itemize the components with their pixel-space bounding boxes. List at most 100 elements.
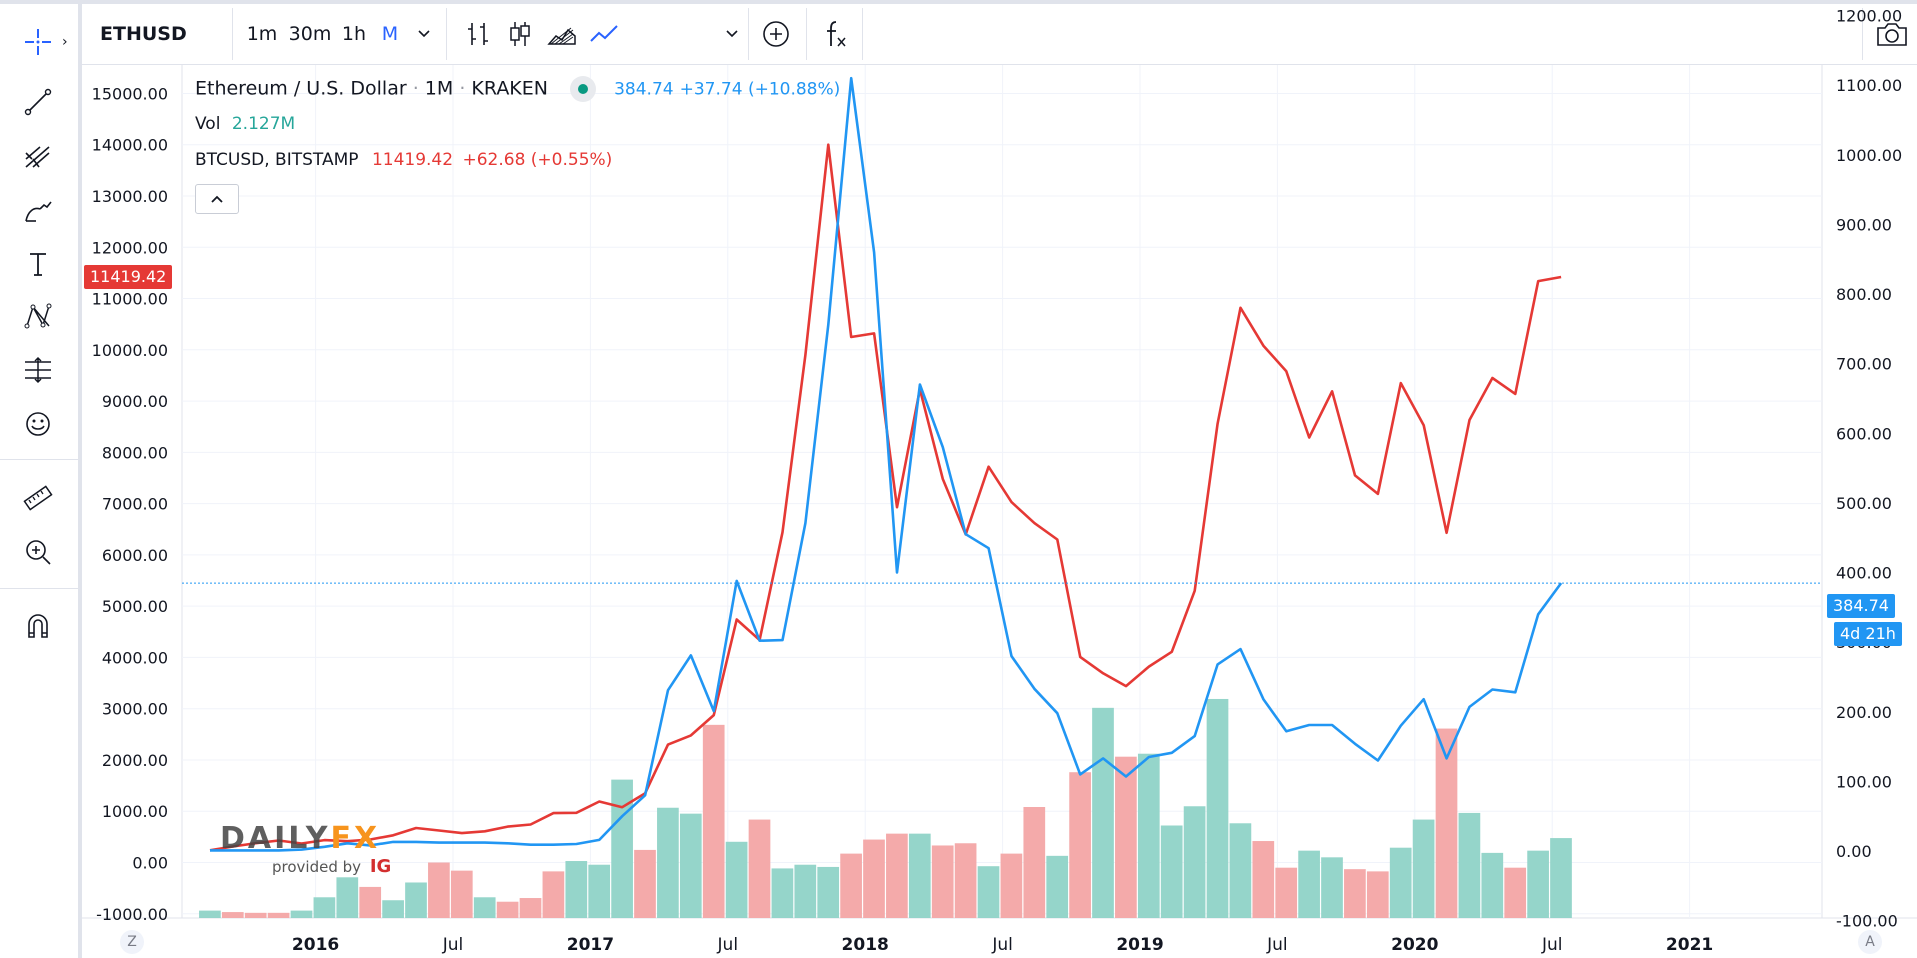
volume-bar [1389, 847, 1412, 918]
pitchfork-icon[interactable] [18, 136, 58, 176]
left-axis-tick-label: 13000.00 [92, 187, 168, 206]
right-axis-tick-label: 0.00 [1836, 842, 1872, 861]
volume-bar [634, 849, 656, 918]
series-lines [182, 76, 1822, 852]
compare-series-symbol: BTCUSD, BITSTAMP [195, 150, 359, 170]
volume-bar [1115, 756, 1137, 918]
volume-bar [954, 843, 977, 918]
emoji-icon[interactable] [18, 404, 58, 444]
left-axis-tick-label: 15000.00 [92, 84, 168, 103]
right-axis-tick-label: 200.00 [1836, 703, 1892, 722]
volume-bar [588, 864, 611, 918]
interval-30m-button[interactable]: 30m [288, 23, 332, 45]
volume-bar [496, 901, 519, 918]
toolbar-separator [748, 8, 749, 60]
camera-icon[interactable] [1870, 4, 1914, 64]
dailyfx-logo: DAILYFX provided by IG [220, 821, 392, 878]
left-axis-tick-label: 12000.00 [92, 238, 168, 257]
left-axis-tick-label: -1000.00 [96, 905, 168, 924]
toolbar-separator [806, 8, 807, 60]
legend-collapse-button[interactable] [195, 184, 239, 214]
compare-series-legend[interactable]: BTCUSD, BITSTAMP 11419.42 +62.68 (+0.55%… [195, 150, 612, 170]
chart-style-dropdown-chevron-icon[interactable] [720, 4, 744, 64]
expand-chevron-icon[interactable]: › [62, 34, 68, 50]
market-status-icon[interactable] [570, 76, 597, 102]
volume-bar [267, 912, 290, 918]
interval-dropdown-chevron-icon[interactable] [412, 4, 436, 64]
volume-bar [1092, 707, 1114, 918]
line-style-icon[interactable] [584, 4, 624, 64]
brush-icon[interactable] [18, 190, 58, 230]
right-axis-tick-label: 100.00 [1836, 772, 1892, 791]
left-axis-tick-label: 9000.00 [102, 392, 168, 411]
time-axis-tick-label: 2018 [842, 935, 889, 955]
ruler-icon[interactable] [18, 478, 58, 518]
right-axis-tick-label: -100.00 [1836, 912, 1898, 931]
compare-add-icon[interactable] [756, 4, 796, 64]
right-axis-tick-label: 600.00 [1836, 424, 1892, 443]
magnet-icon[interactable] [18, 606, 58, 646]
volume-bar [1458, 812, 1481, 918]
btc-price-badge: 11419.42 [84, 265, 173, 289]
zoom-in-icon[interactable] [18, 532, 58, 572]
right-axis-tick-label: 1000.00 [1836, 146, 1902, 165]
left-axis-tick-label: 0.00 [132, 854, 168, 873]
text-tool-icon[interactable] [18, 244, 58, 284]
crosshair-icon[interactable] [18, 22, 58, 62]
left-axis-tick-label: 3000.00 [102, 700, 168, 719]
volume-bar [244, 912, 267, 918]
area-style-icon[interactable] [542, 4, 582, 64]
volume-label: Vol [195, 114, 221, 134]
interval-1m-button[interactable]: 1m [246, 23, 278, 45]
volume-bar [1481, 852, 1504, 918]
interval-month-button[interactable]: M [381, 23, 399, 45]
compare-series-price: 11419.42 [371, 150, 454, 170]
volume-value: 2.127M [231, 114, 296, 134]
main-series-change: +37.74 (+10.88%) [679, 79, 841, 100]
volume-bar [336, 877, 359, 918]
volume-bar [1366, 871, 1389, 918]
bars-style-icon[interactable] [458, 4, 498, 64]
left-axis-tick-label: 5000.00 [102, 597, 168, 616]
volume-bar [1160, 825, 1183, 918]
volume-legend[interactable]: Vol 2.127M [195, 114, 295, 134]
volume-bar [1137, 753, 1160, 918]
volume-bar [817, 866, 840, 918]
time-axis-tick-label: Jul [1541, 935, 1563, 955]
volume-bars [199, 698, 1572, 918]
volume-bar [1252, 841, 1275, 918]
volume-bar [1412, 819, 1435, 918]
chart-grid [82, 65, 1917, 919]
volume-bar [519, 898, 542, 918]
volume-bar [1183, 806, 1206, 918]
drawing-toolbar: › [0, 4, 79, 958]
volume-bar [657, 807, 679, 918]
reset-scale-button[interactable]: Z [120, 930, 144, 954]
indicators-fx-icon[interactable] [816, 4, 856, 64]
candles-style-icon[interactable] [500, 4, 540, 64]
volume-bar [1023, 807, 1046, 918]
volume-bar [1550, 838, 1572, 918]
main-series-interval: 1M [424, 77, 454, 100]
time-axis-tick-label: 2020 [1391, 935, 1438, 955]
trend-line-icon[interactable] [18, 82, 58, 122]
volume-bar [382, 900, 404, 918]
interval-1h-button[interactable]: 1h [341, 23, 367, 45]
prediction-tool-icon[interactable] [18, 350, 58, 390]
volume-bar [405, 882, 427, 918]
auto-scale-button[interactable]: A [1858, 930, 1882, 954]
volume-bar [702, 724, 725, 918]
volume-bar [359, 886, 382, 918]
right-axis-tick-label: 800.00 [1836, 285, 1892, 304]
time-axis-tick-label: 2019 [1116, 935, 1163, 955]
volume-bar [1344, 869, 1366, 918]
main-series-legend[interactable]: Ethereum / U.S. Dollar · 1M · KRAKEN 384… [195, 76, 840, 102]
symbol-search-button[interactable]: ETHUSD [100, 23, 187, 45]
toolbar-separator [1862, 8, 1863, 60]
volume-bar [1000, 853, 1023, 918]
volume-bar [1206, 698, 1229, 918]
pattern-tool-icon[interactable] [18, 296, 58, 336]
right-axis-tick-label: 1200.00 [1836, 7, 1902, 26]
left-axis-tick-label: 14000.00 [92, 136, 168, 155]
